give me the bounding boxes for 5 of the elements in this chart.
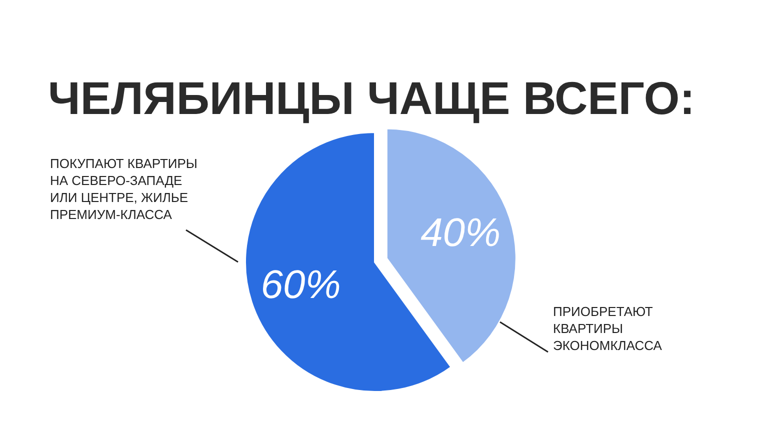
slice-label: ПОКУПАЮТ КВАРТИРЫ НА СЕВЕРО-ЗАПАДЕ ИЛИ ЦЕНТРЕ, ЖИЛЬЕ ПРЕМИУМ-КЛАССА — [50, 156, 198, 222]
data-label: 60% — [260, 263, 341, 308]
data-label: 40% — [420, 211, 501, 256]
slice-label: ПРИОБРЕТАЮТ КВАРТИРЫ ЭКОНОМКЛАССА — [553, 304, 662, 353]
chart-title: ЧЕЛЯБИНЦЫ ЧАЩЕ ВСЕГО: — [48, 72, 695, 124]
